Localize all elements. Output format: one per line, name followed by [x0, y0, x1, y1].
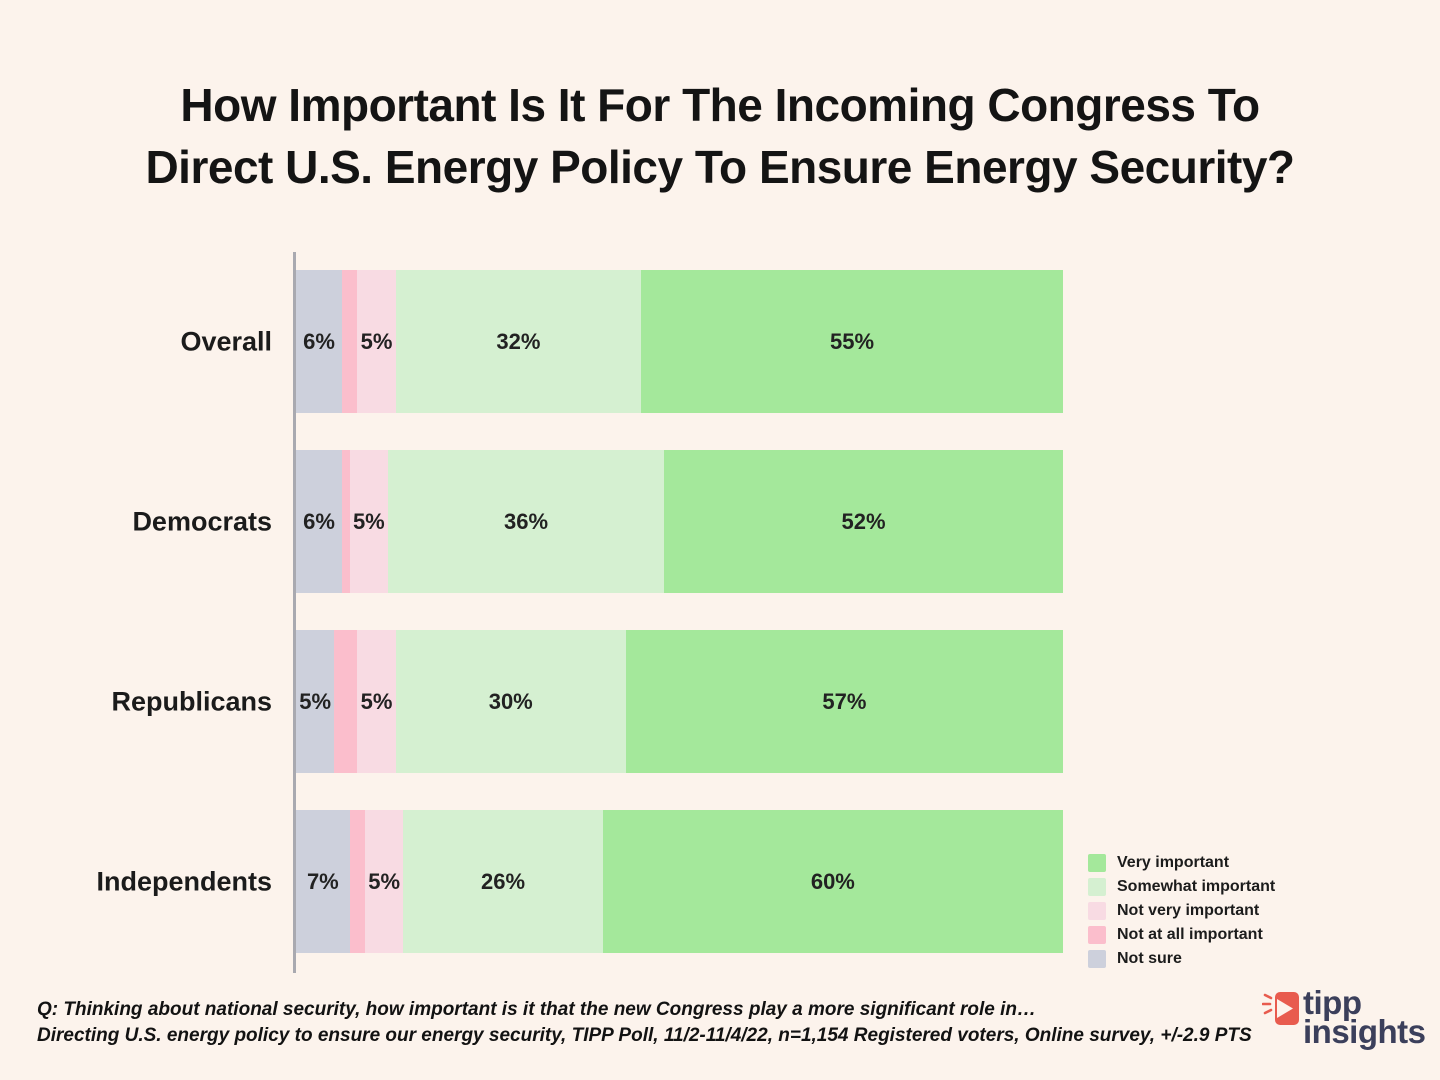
category-label-democrats: Democrats [132, 506, 272, 536]
stacked-bar-independents: 7% 5% 26% 60% [296, 810, 1063, 953]
legend-label: Somewhat important [1117, 878, 1276, 895]
segment-value-label: 6% [303, 508, 335, 534]
logo-text-line2: insights [1303, 1013, 1426, 1050]
segment-value-label: 5% [360, 328, 393, 354]
segment-not-very-important: 5% [349, 450, 389, 593]
segment-value-label: 5% [352, 508, 385, 534]
legend-label: Not at all important [1117, 926, 1263, 943]
chart-title-line1: How Important Is It For The Incoming Con… [180, 79, 1260, 131]
segment-somewhat-important: 30% [395, 630, 626, 773]
segment-value-label: 5% [360, 688, 393, 714]
segment-value-label: 32% [496, 328, 541, 354]
legend-swatch [1088, 878, 1106, 896]
segment-not-very-important: 5% [357, 270, 396, 413]
legend-item-not-very-important: Not very important [1088, 902, 1275, 920]
bar-row-republicans: Republicans 5% 5% 30% 57% [0, 630, 1440, 773]
legend-swatch [1088, 854, 1106, 872]
stacked-bar-democrats: 6% 5% 36% 52% [296, 450, 1063, 593]
logo-text-line1: tipp [1303, 984, 1362, 1021]
segment-value-label: 7% [306, 868, 339, 894]
legend-label: Not sure [1117, 950, 1182, 967]
bar-row-independents: Independents 7% 5% 26% 60% [0, 810, 1440, 953]
legend: Very important Somewhat important Not very… [1088, 854, 1275, 974]
segment-not-sure: 6% [296, 450, 343, 593]
source-note: Q: Thinking about national security, how… [37, 997, 1252, 1049]
segment-somewhat-important: 26% [403, 810, 603, 953]
segment-value-label: 57% [822, 688, 867, 714]
segment-not-sure: 6% [296, 270, 343, 413]
category-label-overall: Overall [180, 326, 272, 356]
category-label-independents: Independents [96, 866, 272, 896]
category-label-republicans: Republicans [111, 686, 272, 716]
y-axis-line [293, 252, 296, 973]
segment-not-at-all-important [342, 270, 358, 413]
chart-title-line2: Direct U.S. Energy Policy To Ensure Ener… [145, 141, 1295, 193]
segment-value-label: 52% [841, 508, 886, 534]
source-note-line1: Q: Thinking about national security, how… [37, 999, 1037, 1020]
logo-text: tipp insights [1303, 984, 1426, 1050]
legend-swatch [1088, 926, 1106, 944]
legend-label: Not very important [1117, 902, 1260, 919]
segment-not-at-all-important [342, 450, 350, 593]
segment-not-very-important: 5% [365, 810, 404, 953]
legend-swatch [1088, 950, 1106, 968]
segment-very-important: 57% [625, 630, 1063, 773]
source-note-line2: Directing U.S. energy policy to ensure o… [37, 1025, 1252, 1046]
megaphone-arrow-icon [1262, 992, 1299, 1025]
bar-row-democrats: Democrats 6% 5% 36% 52% [0, 450, 1440, 593]
legend-swatch [1088, 902, 1106, 920]
legend-item-somewhat-important: Somewhat important [1088, 878, 1275, 896]
legend-item-not-at-all-important: Not at all important [1088, 926, 1275, 944]
segment-not-at-all-important [334, 630, 358, 773]
segment-value-label: 60% [810, 868, 855, 894]
legend-label: Very important [1117, 854, 1230, 871]
segment-somewhat-important: 32% [395, 270, 642, 413]
legend-item-not-sure: Not sure [1088, 950, 1275, 968]
segment-value-label: 5% [368, 868, 401, 894]
segment-value-label: 6% [303, 328, 335, 354]
stacked-bar-republicans: 5% 5% 30% 57% [296, 630, 1063, 773]
segment-not-at-all-important [349, 810, 366, 953]
segment-not-sure: 5% [296, 630, 335, 773]
segment-very-important: 55% [641, 270, 1063, 413]
segment-somewhat-important: 36% [388, 450, 665, 593]
segment-not-sure: 7% [296, 810, 350, 953]
segment-value-label: 30% [488, 688, 533, 714]
segment-not-very-important: 5% [357, 630, 396, 773]
segment-value-label: 36% [504, 508, 549, 534]
segment-value-label: 26% [481, 868, 526, 894]
segment-value-label: 55% [830, 328, 875, 354]
stacked-bar-overall: 6% 5% 32% 55% [296, 270, 1063, 413]
chart-title: How Important Is It For The Incoming Con… [0, 74, 1440, 198]
segment-very-important: 52% [664, 450, 1063, 593]
bar-row-overall: Overall 6% 5% 32% 55% [0, 270, 1440, 413]
segment-value-label: 5% [299, 688, 332, 714]
segment-very-important: 60% [602, 810, 1063, 953]
legend-item-very-important: Very important [1088, 854, 1275, 872]
